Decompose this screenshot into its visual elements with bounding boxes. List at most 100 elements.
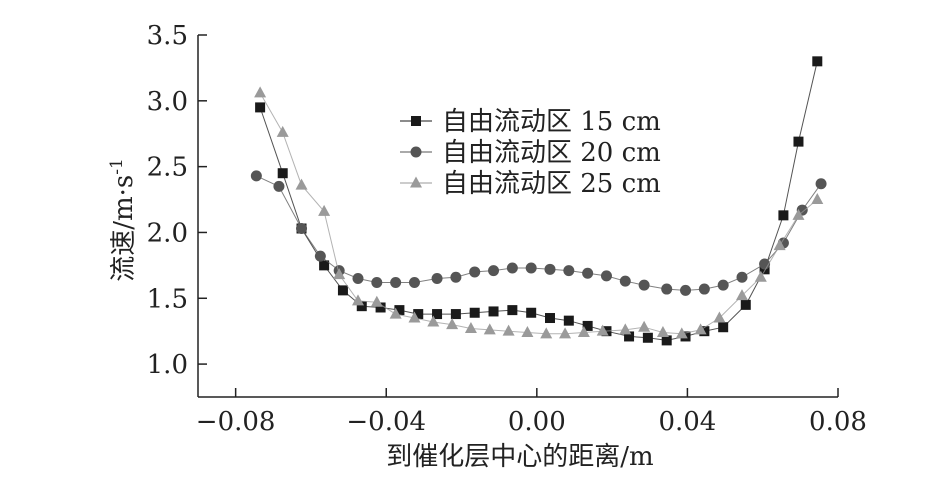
data-point [525,262,537,274]
data-point [427,315,440,327]
data-point [526,307,537,318]
data-point [736,289,748,301]
legend-label: 自由流动区 25 cm [442,169,661,199]
data-point [675,327,688,339]
data-point [295,178,308,190]
data-point [792,208,805,220]
data-point [413,309,424,320]
data-point [296,223,308,235]
data-point [600,270,612,282]
data-point [408,311,421,323]
data-point [582,267,594,279]
data-point [563,315,574,326]
data-point [255,102,266,113]
data-point [793,136,804,147]
data-point [624,331,635,342]
data-point [502,324,515,336]
data-point [356,301,367,312]
data-point [488,306,499,317]
data-point [545,313,555,324]
data-point [694,323,707,335]
data-point [754,270,767,282]
data-point [254,86,267,98]
legend-marker [410,146,422,158]
data-point [276,125,289,137]
data-point [811,193,824,205]
data-point [273,180,285,192]
data-point [540,327,553,339]
series-1 [255,56,823,346]
data-point [506,262,518,274]
data-point [638,320,651,332]
data-point [371,276,383,288]
data-point [446,318,459,330]
data-point [544,263,556,275]
legend-marker [410,176,422,188]
y-axis-title: 流速/m·s-1 [107,158,139,282]
data-point [314,250,326,262]
data-point [778,210,789,221]
y-axis-title-superscript: -1 [107,158,127,175]
axes [197,35,838,398]
legend-label: 自由流动区 15 cm [442,107,661,137]
legend-item: 自由流动区 15 cm [400,107,661,137]
data-point [521,325,534,337]
data-point [680,284,692,296]
y-tick-label: 1.5 [147,284,188,314]
data-point [582,320,593,331]
data-point [333,268,346,280]
data-point [812,56,823,67]
data-point [507,305,518,316]
legend-marker [411,116,421,126]
data-point [431,273,443,285]
data-point [773,239,786,251]
data-point [469,307,480,318]
data-point [718,322,729,333]
y-axis-title-main: 流速/m·s [109,175,139,282]
x-tick-label: −0.08 [196,407,276,437]
legend-item: 自由流动区 20 cm [400,138,661,168]
data-point [450,309,461,320]
legend-label: 自由流动区 20 cm [442,138,661,168]
data-point [277,168,288,179]
data-point [619,323,632,335]
data-point [390,276,402,288]
x-tick-label: −0.04 [346,407,426,437]
data-point [250,170,262,182]
data-point [815,178,827,190]
data-point [619,275,631,287]
y-tick-label: 3.0 [147,87,188,117]
svg-text:流速/m·s-1: 流速/m·s-1 [107,158,139,282]
data-point [375,302,386,313]
data-point [563,265,575,277]
x-tick-label: 0.00 [508,407,566,437]
data-point [464,322,477,334]
data-point [483,323,496,335]
y-tick-label: 1.0 [147,350,188,380]
y-ticks: 1.0 1.5 2.0 2.5 3.0 3.5 [147,21,207,380]
series-line [259,92,818,335]
data-point [698,283,710,295]
data-point [370,295,383,307]
data-point [559,327,572,339]
data-point [596,324,609,336]
series-line [259,61,818,341]
y-tick-label: 3.5 [147,21,188,51]
x-tick-label: 0.04 [658,407,716,437]
data-point [408,276,420,288]
data-point [469,266,481,278]
data-point [661,335,672,346]
data-point [642,332,653,343]
data-point [389,307,402,319]
y-tick-label: 2.0 [147,218,188,248]
data-series [250,56,827,346]
legend-item: 自由流动区 25 cm [400,169,661,199]
data-point [713,311,726,323]
data-point [318,204,331,216]
data-point [432,309,443,320]
data-point [352,294,364,306]
data-point [656,325,669,337]
data-point [736,271,748,283]
data-point [352,273,364,285]
